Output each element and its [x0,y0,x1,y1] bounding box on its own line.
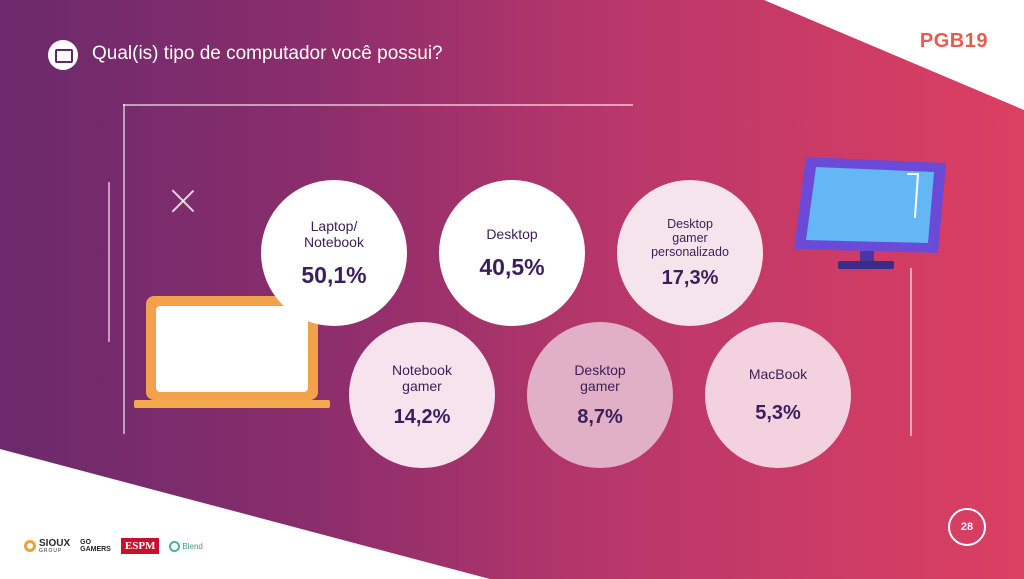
espm-logo: ESPM [120,538,160,554]
blend-icon [169,540,181,552]
bubble-value: 50,1% [301,261,367,288]
corner-white-shape [0,449,490,579]
bubble-label: Laptop/ Notebook [304,217,364,250]
bubble-label: Desktop [486,225,538,242]
go-gamers-logo: GO GAMERS [80,539,111,553]
bubble-laptop-notebook: Laptop/ Notebook 50,1% [261,180,407,326]
corner-white-shape [764,0,1024,110]
deco-line [108,182,110,342]
laptop-icon [48,40,78,70]
bubble-label: Notebook gamer [392,361,452,394]
bubble-macbook: MacBook 5,3% [705,322,851,468]
bubble-label: Desktop gamer [574,361,626,394]
bubble-notebook-gamer: Notebook gamer 14,2% [349,322,495,468]
monitor-illustration [794,157,946,269]
laptop-illustration [134,296,330,408]
deco-line [910,268,912,436]
deco-line [123,104,125,434]
bubble-desktop-gamer: Desktop gamer 8,7% [527,322,673,468]
bubble-value: 40,5% [479,253,545,280]
bubble-label: Desktop gamer personalizado [651,216,729,259]
bubble-desktop: Desktop 40,5% [439,180,585,326]
bubble-value: 8,7% [577,405,623,428]
cross-decoration [170,188,196,214]
page-number: 28 [948,508,986,546]
brand-logos: SIOUX GROUP GO GAMERS ESPM Blend [24,538,203,554]
blend-logo: Blend [169,540,203,552]
bubble-value: 5,3% [755,401,801,424]
brand-logo: PGB19 [919,30,988,52]
page-title: Qual(is) tipo de computador você possui? [92,43,443,64]
bubble-desktop-gamer-personalizado: Desktop gamer personalizado 17,3% [617,180,763,326]
deco-line [123,104,633,106]
sioux-icon [24,540,36,552]
bubble-value: 17,3% [661,266,719,289]
bubble-label: MacBook [748,365,808,382]
sioux-logo: SIOUX GROUP [24,538,70,554]
bubble-value: 14,2% [393,405,451,428]
